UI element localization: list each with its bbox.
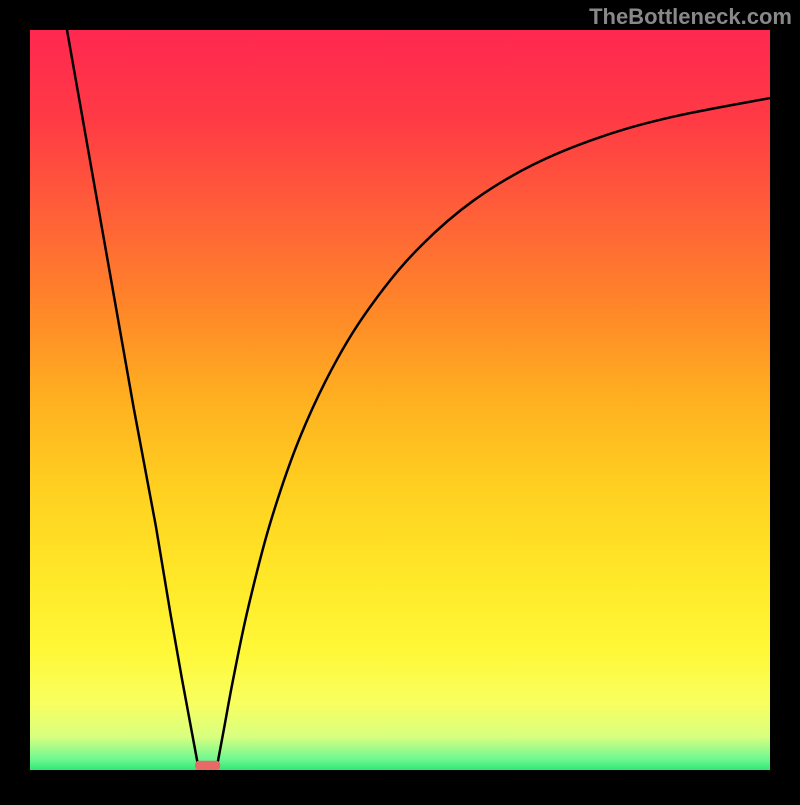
minimum-marker [195, 761, 220, 771]
plot-background [30, 30, 770, 770]
chart-container: TheBottleneck.com [0, 0, 800, 800]
chart-svg [0, 0, 800, 800]
watermark-text: TheBottleneck.com [589, 4, 792, 30]
